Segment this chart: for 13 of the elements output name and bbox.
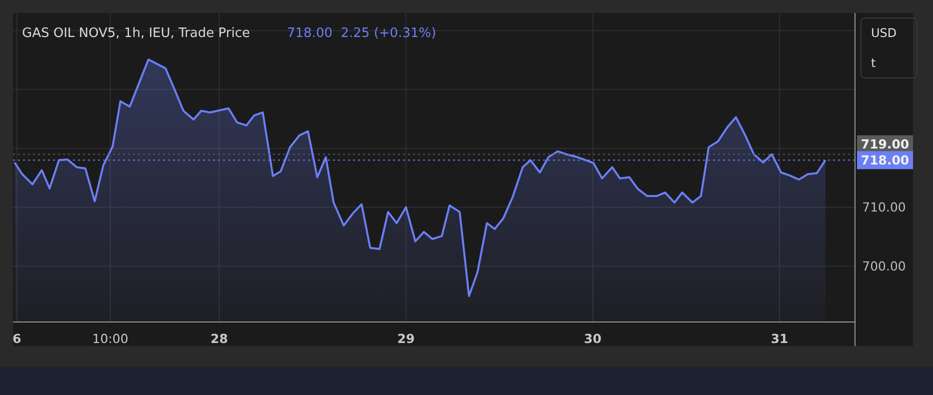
x-tick-label: 29: [397, 331, 415, 346]
x-tick-label: 31: [770, 331, 788, 346]
text: USD t: [871, 26, 897, 70]
y-tick-label: 700.00: [862, 258, 906, 274]
x-tick-label: 28: [210, 331, 228, 346]
y-tick-label: 710.00: [862, 200, 906, 215]
ref-line-label: 719.00: [860, 136, 910, 152]
x-tick-label: 10:00: [92, 331, 128, 346]
text: 718.00 2.25 (+0.31%): [287, 26, 436, 41]
ref-line-label: 718.00: [860, 152, 910, 168]
x-tick-label: 30: [584, 331, 602, 346]
text: GAS OIL NOV5, 1h, IEU, Trade Price: [22, 26, 250, 41]
x-tick-label: 6: [12, 331, 22, 346]
